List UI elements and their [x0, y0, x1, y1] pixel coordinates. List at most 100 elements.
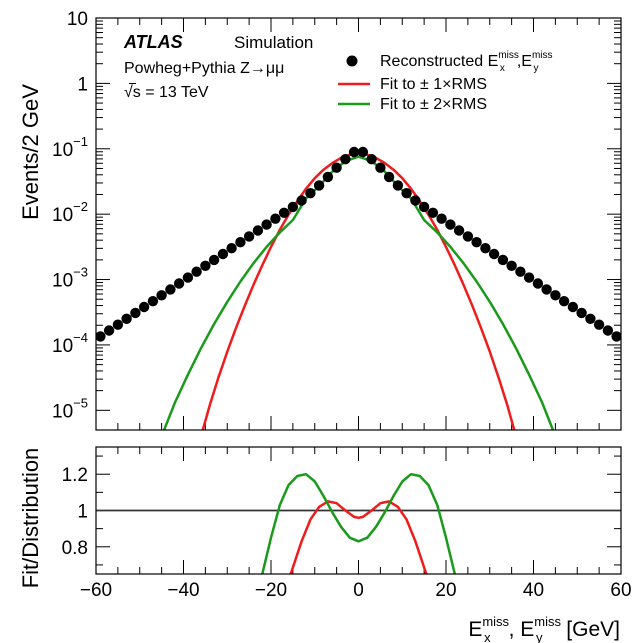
- main-plot-frame: [95, 17, 622, 431]
- y-tick-exponent: −4: [73, 330, 88, 345]
- x-tick-label: 40: [523, 580, 544, 601]
- data-point: [593, 319, 605, 330]
- data-point: [410, 195, 421, 206]
- data-point: [445, 219, 456, 230]
- data-point: [226, 243, 237, 254]
- x-tick-label: −40: [167, 580, 199, 601]
- y-tick-base: 10: [52, 401, 73, 422]
- y-tick-label: 10−3: [52, 265, 88, 292]
- data-point: [112, 319, 124, 330]
- data-point: [103, 325, 115, 336]
- x-tick-label: 0: [353, 580, 364, 601]
- data-point: [322, 171, 334, 183]
- data-point: [348, 146, 360, 158]
- y-tick-exponent: −3: [73, 265, 88, 280]
- data-point: [130, 307, 141, 319]
- y-tick-label: 10: [67, 9, 88, 30]
- legend-reco-sub1: x: [500, 63, 505, 74]
- data-point: [375, 162, 386, 173]
- data-point: [296, 195, 307, 206]
- data-point: [585, 313, 596, 324]
- data-point: [313, 180, 325, 191]
- data-point: [427, 207, 439, 218]
- data-point: [506, 260, 517, 271]
- data-point: [401, 188, 412, 199]
- legend-reco-sub2: y: [534, 63, 539, 74]
- xlabel-a-sup: miss: [482, 614, 509, 629]
- y-tick-exponent: −1: [73, 134, 88, 149]
- data-point: [138, 301, 150, 313]
- x-axis-label: Emiss x, Emiss y [GeV]: [468, 614, 620, 643]
- data-point: [611, 331, 621, 342]
- data-point: [550, 290, 561, 301]
- ratio-y-tick-label: 1.2: [62, 465, 88, 486]
- main-plot-series: [96, 146, 621, 430]
- y-tick-label: 10−2: [52, 199, 88, 226]
- fit-1rms-curve: [201, 152, 516, 430]
- data-point: [287, 201, 299, 213]
- ratio-2rms-curve: [261, 472, 457, 574]
- legend-marker-reconstructed: [346, 55, 358, 67]
- data-point: [252, 225, 264, 236]
- y-tick-base: 1: [77, 74, 88, 95]
- simulation-label: Simulation: [234, 33, 313, 52]
- xlabel-unit: [GeV]: [560, 618, 620, 641]
- process-label: Powheg+Pythia Z→μμ: [124, 60, 284, 77]
- data-point: [453, 225, 465, 236]
- data-point: [366, 154, 377, 165]
- x-tick-label: −60: [80, 580, 112, 601]
- legend-reco-sup2: miss: [532, 50, 553, 61]
- data-point: [270, 213, 281, 224]
- y-tick-label: 10−1: [52, 134, 88, 161]
- data-point: [558, 296, 570, 307]
- data-point: [480, 243, 491, 254]
- xlabel-a-sub: x: [484, 630, 491, 643]
- data-point: [340, 154, 351, 165]
- data-point: [235, 237, 246, 248]
- data-point: [208, 254, 220, 266]
- data-point: [497, 254, 509, 266]
- atlas-label: ATLAS: [123, 32, 183, 52]
- data-point: [96, 331, 106, 342]
- data-point: [261, 219, 272, 230]
- data-point: [278, 207, 290, 218]
- y-tick-label: 10−4: [52, 330, 88, 357]
- data-point: [523, 272, 535, 283]
- y-tick-base: 10: [67, 9, 88, 30]
- y-tick-exponent: −5: [73, 395, 88, 410]
- y-tick-label: 10−5: [52, 395, 88, 422]
- data-point: [418, 201, 430, 213]
- legend-label-fit1: Fit to ± 1×RMS: [380, 76, 487, 93]
- data-point: [191, 266, 202, 277]
- data-point: [182, 272, 194, 283]
- ratio-series: [96, 472, 621, 574]
- legend-reco-sup1: miss: [498, 50, 519, 61]
- x-tick-label: 20: [435, 580, 456, 601]
- x-tick-label: −20: [255, 580, 287, 601]
- data-point: [392, 180, 404, 191]
- data-point: [121, 313, 132, 324]
- ratio-plot-frame: [95, 446, 622, 575]
- energy-label: √s = 13 TeV: [124, 84, 209, 101]
- ratio-plot-data: [96, 472, 621, 574]
- data-point: [576, 307, 587, 319]
- data-point: [488, 248, 500, 260]
- ratio-y-ticks: 0.8 1 1.2: [62, 455, 621, 566]
- data-point: [173, 278, 185, 289]
- main-y-axis-label: Events/2 GeV: [18, 84, 43, 220]
- data-point: [305, 188, 316, 199]
- data-point: [147, 296, 159, 307]
- x-ticks: −60 −40 −20 0 20 40 60: [80, 447, 632, 601]
- data-point: [567, 301, 579, 313]
- ratio-1rms-curve: [289, 500, 428, 574]
- legend-label-reconstructed: Reconstructed Emiss x ,Emiss y: [380, 50, 553, 74]
- data-point: [200, 260, 211, 271]
- legend-label-fit2: Fit to ± 2×RMS: [380, 96, 487, 113]
- energy-sqrt: √s: [124, 84, 141, 101]
- y-tick-base: 10: [52, 336, 73, 357]
- data-point: [243, 231, 255, 242]
- energy-value: = 13 TeV: [141, 84, 209, 101]
- data-point: [383, 171, 395, 183]
- data-point: [532, 278, 544, 289]
